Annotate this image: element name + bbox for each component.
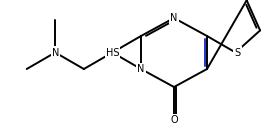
Text: N: N <box>137 64 145 74</box>
Text: HS: HS <box>106 47 119 58</box>
Text: N: N <box>52 47 59 58</box>
Text: O: O <box>170 115 178 125</box>
Text: N: N <box>170 13 178 23</box>
Text: S: S <box>235 47 241 58</box>
